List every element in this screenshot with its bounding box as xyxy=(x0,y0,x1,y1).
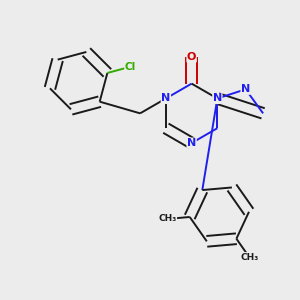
Text: N: N xyxy=(241,84,250,94)
Text: N: N xyxy=(213,94,222,103)
Text: N: N xyxy=(187,138,196,148)
Text: CH₃: CH₃ xyxy=(240,253,258,262)
Text: Cl: Cl xyxy=(125,62,136,72)
Text: CH₃: CH₃ xyxy=(158,214,177,224)
Text: O: O xyxy=(187,52,196,62)
Text: N: N xyxy=(161,94,170,103)
